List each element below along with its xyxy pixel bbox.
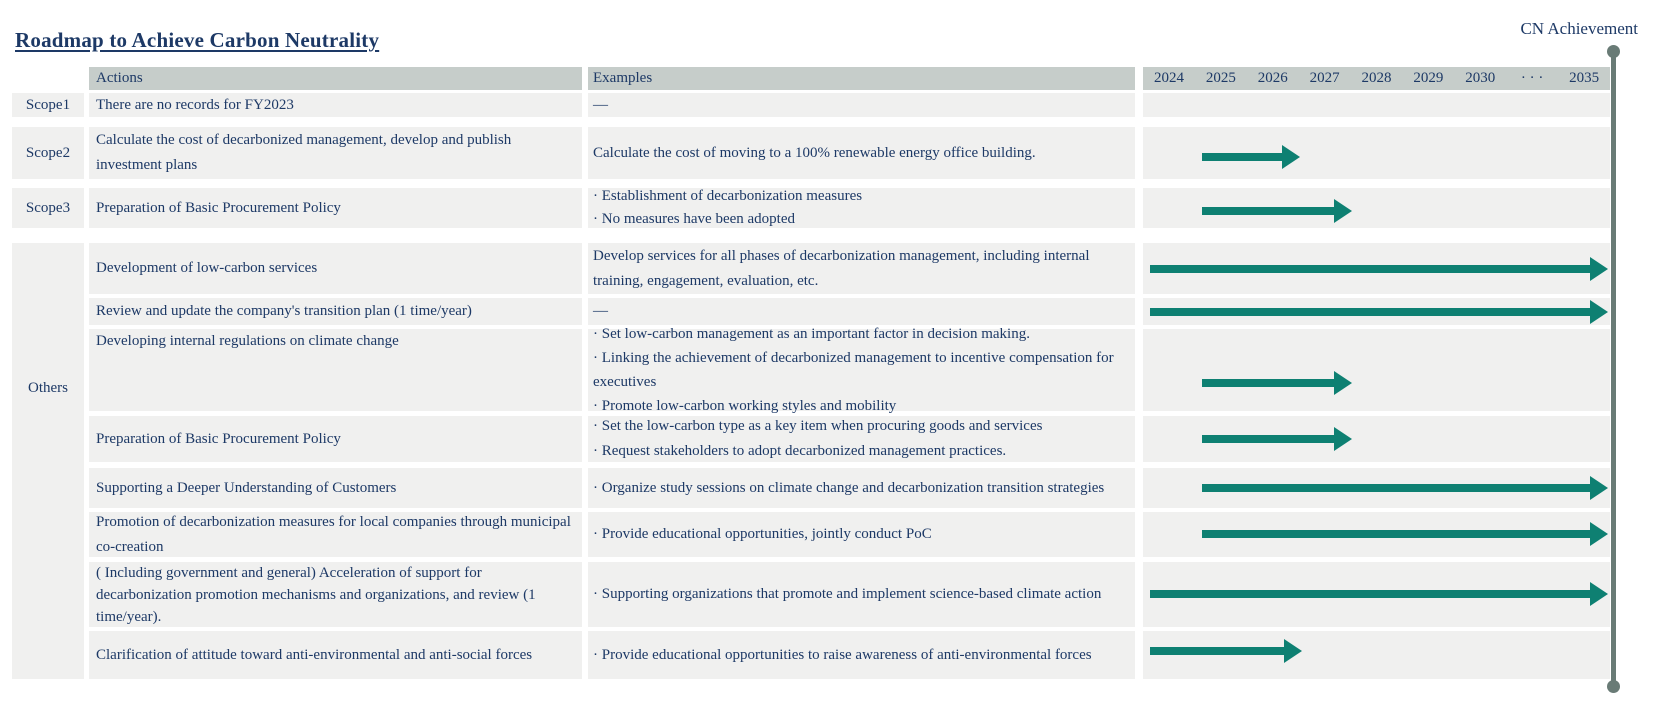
scope-cell-others: Others <box>12 243 84 679</box>
examples-cell: · Set low-carbon management as an import… <box>588 326 1135 414</box>
example-line: · Linking the achievement of decarbonize… <box>593 350 1114 390</box>
gantt-arrow <box>1150 265 1590 273</box>
gantt-arrow <box>1150 647 1284 655</box>
cn-line-bottom-dot <box>1607 680 1620 693</box>
actions-cell: Developing internal regulations on clima… <box>89 329 582 411</box>
actions-text: Preparation of Basic Procurement Policy <box>96 430 341 447</box>
actions-text: Preparation of Basic Procurement Policy <box>96 199 341 216</box>
example-line: · Organize study sessions on climate cha… <box>593 479 1105 496</box>
actions-cell: Clarification of attitude toward anti-en… <box>89 631 582 679</box>
example-line: · Provide educational opportunities to r… <box>593 646 1092 663</box>
example-line: · Promote low-carbon working styles and … <box>593 398 897 414</box>
example-line: Calculate the cost of moving to a 100% r… <box>593 144 1036 161</box>
timeline-band <box>1143 329 1610 411</box>
example-line: — <box>593 303 608 319</box>
actions-cell: Preparation of Basic Procurement Policy <box>89 416 582 462</box>
timeline-band <box>1143 631 1610 679</box>
gantt-arrow <box>1202 530 1590 538</box>
year-label: 2028 <box>1361 70 1392 86</box>
actions-text: Clarification of attitude toward anti-en… <box>96 646 533 663</box>
examples-cell: · Provide educational opportunities to r… <box>588 631 1135 679</box>
actions-cell: There are no records for FY2023 <box>89 93 582 117</box>
year-label: 2024 <box>1153 70 1184 86</box>
example-line: · Set low-carbon management as an import… <box>593 326 1030 342</box>
scope-cell-scope1: Scope1 <box>12 93 84 117</box>
actions-cell: Preparation of Basic Procurement Policy <box>89 188 582 228</box>
examples-cell: — <box>588 93 1135 117</box>
scope-label: Scope1 <box>25 96 71 113</box>
year-label: · · · <box>1520 70 1544 86</box>
year-label: 2027 <box>1309 70 1340 86</box>
gantt-arrow <box>1202 484 1590 492</box>
timeline-year-header: 2024 2025 2026 2027 2028 2029 2030 · · · 2035 <box>1143 67 1610 90</box>
example-line: · Request stakeholders to adopt decarbon… <box>593 443 1007 459</box>
actions-cell: Review and update the company's transiti… <box>89 298 582 325</box>
example-line: · Set the low-carbon type as a key item … <box>593 418 1043 434</box>
examples-cell: · Provide educational opportunities, joi… <box>588 512 1135 557</box>
scope-cell-scope2: Scope2 <box>12 127 84 179</box>
column-header-actions: Actions <box>89 67 582 90</box>
gantt-arrow <box>1150 590 1590 598</box>
actions-cell: Supporting a Deeper Understanding of Cus… <box>89 468 582 508</box>
actions-cell: Promotion of decarbonization measures fo… <box>89 512 582 557</box>
actions-text: There are no records for FY2023 <box>96 96 294 113</box>
gantt-arrow <box>1150 308 1590 316</box>
actions-cell: Calculate the cost of decarbonized manag… <box>89 127 582 179</box>
actions-text: ( Including government and general) Acce… <box>96 564 536 625</box>
cn-line-top-dot <box>1607 45 1620 58</box>
actions-cell: Development of low-carbon services <box>89 243 582 294</box>
timeline-band <box>1143 93 1610 117</box>
example-line: · Provide educational opportunities, joi… <box>593 526 932 542</box>
examples-cell: — <box>588 298 1135 325</box>
example-line: Develop services for all phases of decar… <box>593 247 1090 289</box>
actions-text: Development of low-carbon services <box>96 260 318 276</box>
examples-cell: · Establishment of decarbonization measu… <box>588 188 1135 228</box>
scope-label: Others <box>28 380 68 396</box>
examples-cell: · Set the low-carbon type as a key item … <box>588 416 1135 462</box>
actions-text: Developing internal regulations on clima… <box>96 333 399 349</box>
scope-label: Scope2 <box>25 144 71 161</box>
examples-cell: Calculate the cost of moving to a 100% r… <box>588 127 1135 179</box>
year-label: 2029 <box>1413 70 1444 86</box>
gantt-arrow <box>1202 153 1282 161</box>
example-line: · No measures have been adopted <box>593 211 796 227</box>
examples-cell: Develop services for all phases of decar… <box>588 243 1135 294</box>
year-label: 2035 <box>1569 70 1600 86</box>
scope-cell-scope3: Scope3 <box>12 188 84 228</box>
actions-text: Supporting a Deeper Understanding of Cus… <box>96 479 397 496</box>
actions-text: Promotion of decarbonization measures fo… <box>96 513 571 555</box>
year-label: 2025 <box>1205 70 1236 86</box>
example-line: · Establishment of decarbonization measu… <box>593 188 863 204</box>
gantt-arrow <box>1202 379 1334 387</box>
column-header-examples: Examples <box>588 67 1135 90</box>
actions-cell: ( Including government and general) Acce… <box>89 562 582 627</box>
page-title: Roadmap to Achieve Carbon Neutrality <box>15 28 380 52</box>
actions-text: Calculate the cost of decarbonized manag… <box>96 132 512 173</box>
gantt-arrow <box>1202 207 1334 215</box>
actions-text: Review and update the company's transiti… <box>96 303 472 319</box>
cn-achievement-line <box>1611 51 1616 687</box>
year-label: 2030 <box>1465 70 1496 86</box>
example-line: · Supporting organizations that promote … <box>593 586 1102 602</box>
examples-cell: · Organize study sessions on climate cha… <box>588 468 1135 508</box>
examples-cell: · Supporting organizations that promote … <box>588 562 1135 627</box>
scope-label: Scope3 <box>25 199 71 216</box>
cn-achievement-label: CN Achievement <box>1520 19 1638 38</box>
example-line: — <box>593 96 608 113</box>
gantt-arrow <box>1202 435 1334 443</box>
year-label: 2026 <box>1257 70 1288 86</box>
